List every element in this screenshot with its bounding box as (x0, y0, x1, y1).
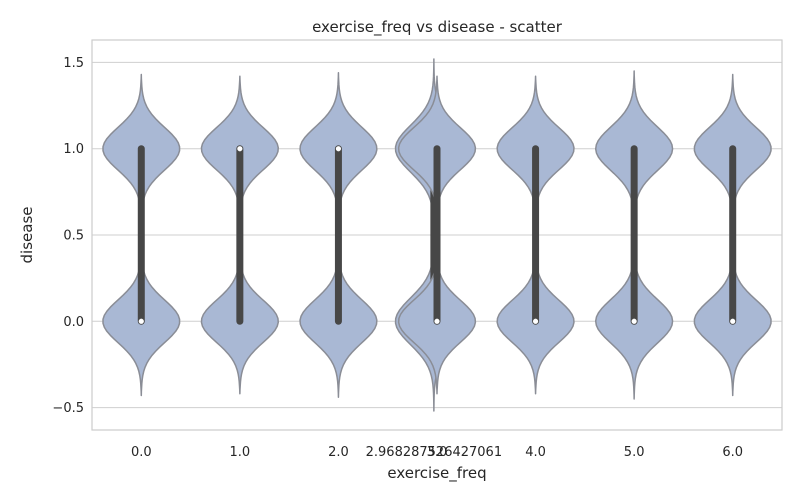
x-axis-label: exercise_freq (387, 464, 486, 483)
violin-median (434, 318, 440, 324)
violin-median (730, 318, 736, 324)
y-tick-label: 0.5 (63, 229, 84, 244)
x-tick-label: 1.0 (230, 445, 251, 460)
x-tick-label: 5.0 (624, 445, 645, 460)
violin-median (335, 146, 342, 152)
y-tick-labels: −0.5 0.0 0.5 1.0 1.5 (52, 56, 84, 416)
y-tick-label: 0.0 (63, 315, 84, 330)
x-tick-label: 6.0 (722, 445, 743, 460)
x-tick-label: 4.0 (525, 445, 546, 460)
x-tick-label: 2.968287526427061 (366, 445, 502, 460)
y-tick-label: 1.0 (63, 142, 84, 157)
chart-title: exercise_freq vs disease - scatter (312, 18, 563, 37)
violins (102, 58, 772, 412)
y-tick-label: −0.5 (52, 401, 84, 416)
y-axis-label: disease (18, 207, 36, 264)
violin-median (532, 318, 539, 324)
violin-median (237, 146, 243, 152)
plot-frame (91, 39, 783, 431)
x-tick-label: 0.0 (131, 445, 152, 460)
y-tick-label: 1.5 (63, 56, 84, 71)
x-tick-label: 2.0 (328, 445, 349, 460)
x-tick-label: 3.0 (427, 445, 448, 460)
violin-median (631, 318, 637, 324)
violin-median (138, 318, 144, 324)
